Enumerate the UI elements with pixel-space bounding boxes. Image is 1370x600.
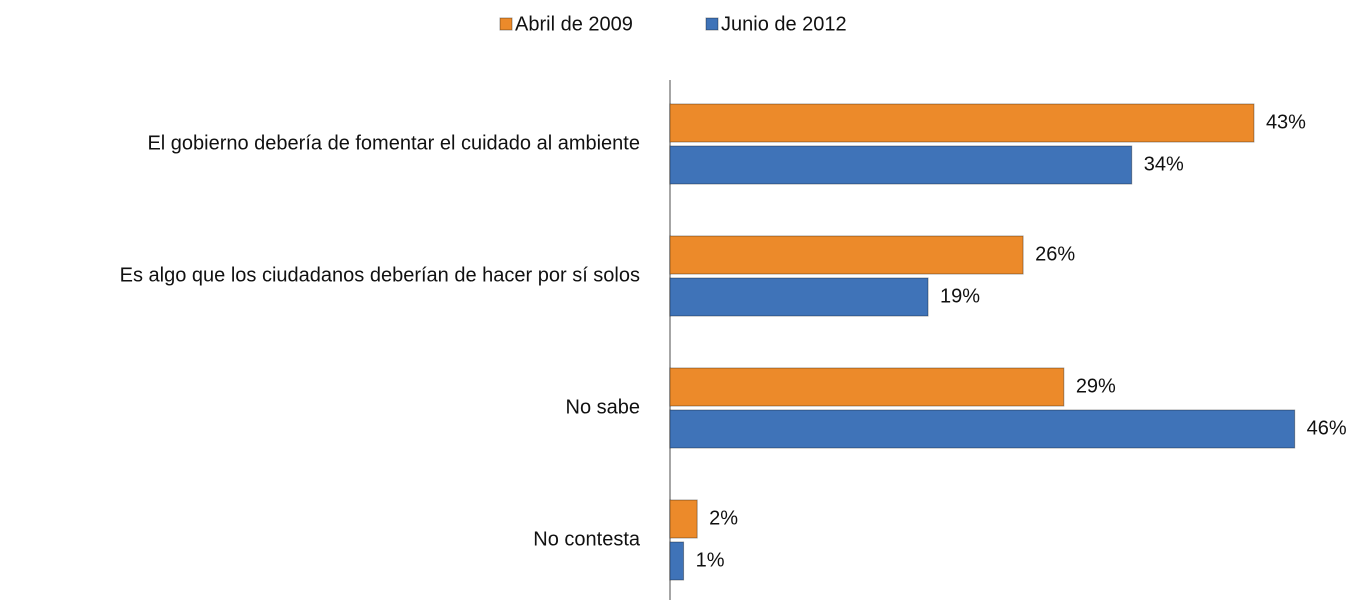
legend-swatch xyxy=(499,17,513,31)
bar xyxy=(669,277,929,317)
legend-swatch xyxy=(705,17,719,31)
bar xyxy=(669,235,1024,275)
bar xyxy=(669,541,685,581)
bar xyxy=(669,409,1296,449)
bar xyxy=(669,499,698,539)
bar xyxy=(669,103,1255,143)
legend-label: Abril de 2009 xyxy=(515,13,633,35)
value-label: 1% xyxy=(696,549,725,571)
value-label: 29% xyxy=(1076,375,1116,397)
category-label: El gobierno debería de fomentar el cuida… xyxy=(147,132,640,154)
bar xyxy=(669,145,1133,185)
category-label: No sabe xyxy=(566,396,641,418)
legend-label: Junio de 2012 xyxy=(721,13,847,35)
value-label: 2% xyxy=(709,507,738,529)
category-label: Es algo que los ciudadanos deberían de h… xyxy=(120,264,640,286)
value-label: 46% xyxy=(1307,417,1347,439)
value-label: 34% xyxy=(1144,153,1184,175)
value-label: 19% xyxy=(940,285,980,307)
bar xyxy=(669,367,1065,407)
value-label: 26% xyxy=(1035,243,1075,265)
value-label: 43% xyxy=(1266,111,1306,133)
category-label: No contesta xyxy=(533,528,641,550)
